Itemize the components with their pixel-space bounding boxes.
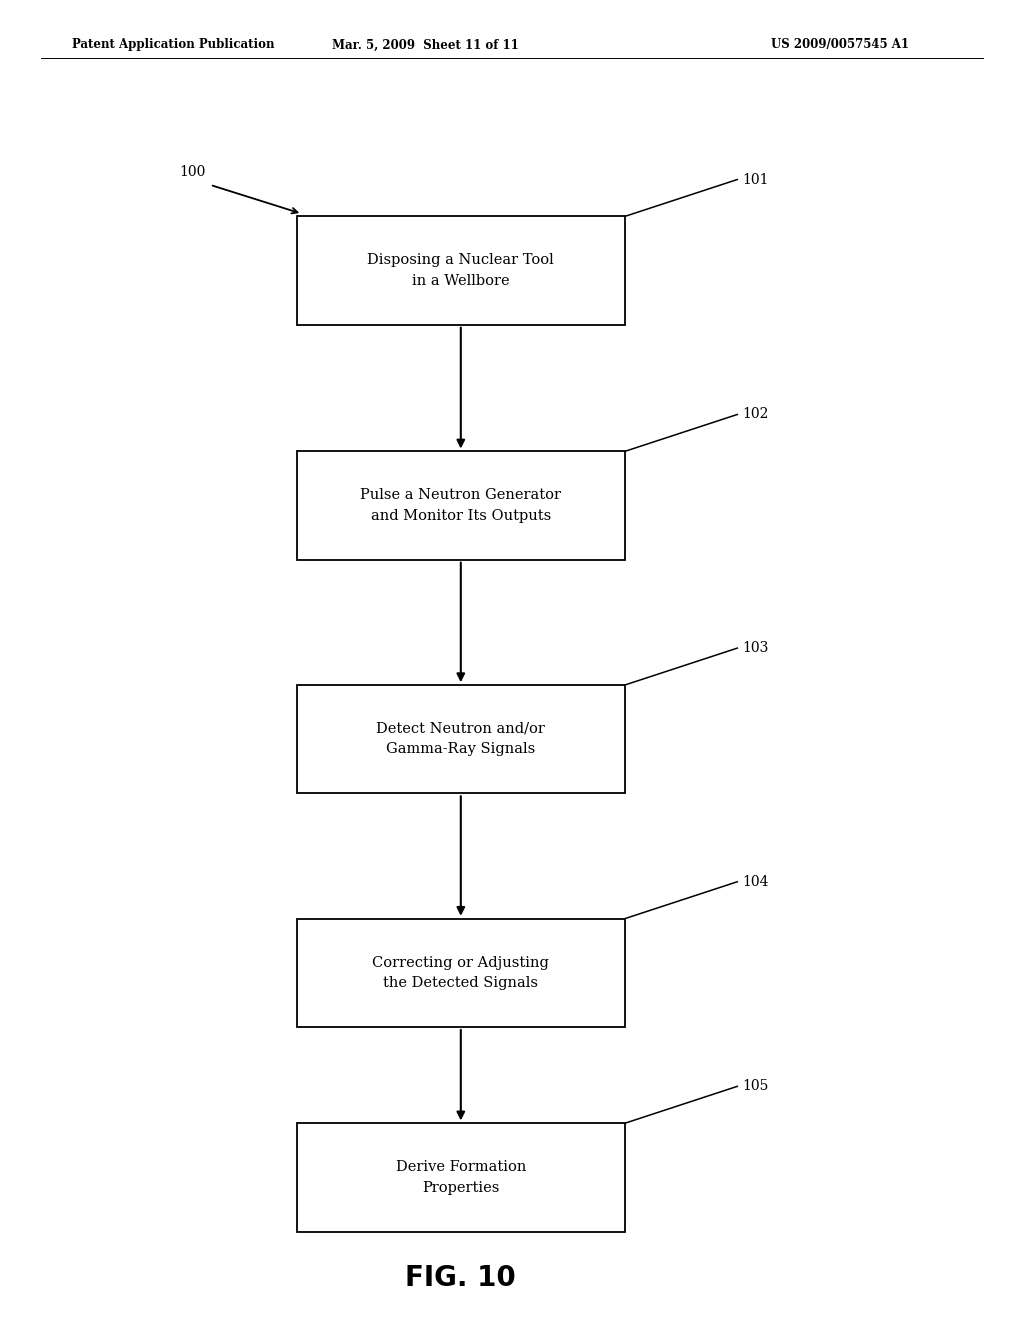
Text: Patent Application Publication: Patent Application Publication (72, 38, 274, 51)
FancyBboxPatch shape (297, 919, 625, 1027)
Text: Detect Neutron and/or
Gamma-Ray Signals: Detect Neutron and/or Gamma-Ray Signals (377, 722, 545, 756)
Text: Derive Formation
Properties: Derive Formation Properties (395, 1160, 526, 1195)
Text: 100: 100 (179, 165, 206, 178)
Text: 103: 103 (742, 642, 769, 655)
FancyBboxPatch shape (297, 451, 625, 560)
Text: 104: 104 (742, 875, 769, 888)
Text: US 2009/0057545 A1: US 2009/0057545 A1 (771, 38, 908, 51)
FancyBboxPatch shape (297, 685, 625, 793)
Text: FIG. 10: FIG. 10 (406, 1263, 516, 1292)
Text: 102: 102 (742, 408, 769, 421)
Text: 101: 101 (742, 173, 769, 186)
Text: Correcting or Adjusting
the Detected Signals: Correcting or Adjusting the Detected Sig… (373, 956, 549, 990)
Text: Mar. 5, 2009  Sheet 11 of 11: Mar. 5, 2009 Sheet 11 of 11 (332, 38, 518, 51)
Text: Disposing a Nuclear Tool
in a Wellbore: Disposing a Nuclear Tool in a Wellbore (368, 253, 554, 288)
Text: Pulse a Neutron Generator
and Monitor Its Outputs: Pulse a Neutron Generator and Monitor It… (360, 488, 561, 523)
FancyBboxPatch shape (297, 216, 625, 325)
Text: 105: 105 (742, 1080, 769, 1093)
FancyBboxPatch shape (297, 1123, 625, 1232)
